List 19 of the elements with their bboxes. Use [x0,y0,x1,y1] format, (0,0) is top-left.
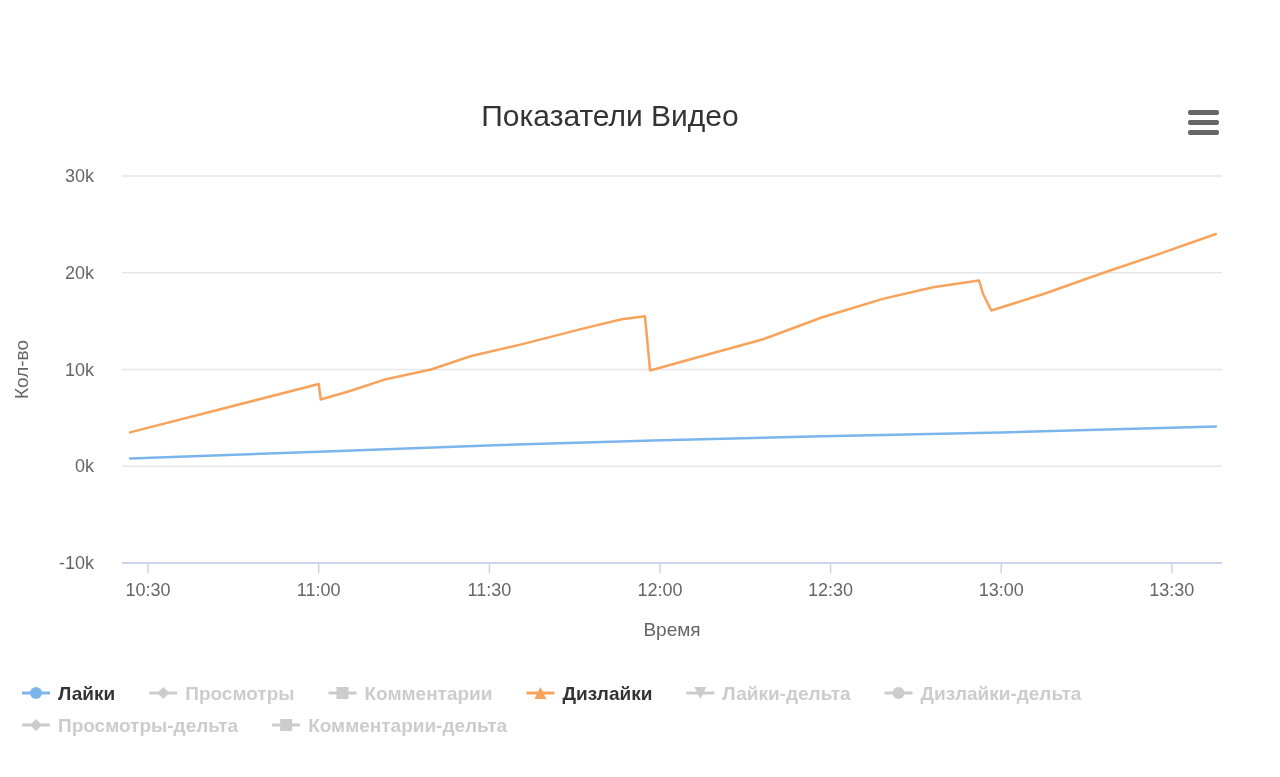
x-tick-label: 11:00 [296,580,341,600]
legend-label: Лайки [58,683,116,704]
y-tick-label: 10k [64,359,95,380]
line-series [128,232,1218,434]
y-axis-title: Кол-во [11,339,32,400]
x-tick-label: 13:30 [1149,580,1195,600]
y-tick-label: 30k [64,166,95,186]
y-tick-label: 0k [74,456,95,477]
x-axis-title: Время [643,619,701,640]
x-tick-label: 12:30 [808,580,854,600]
x-tick-label: 13:00 [978,580,1024,600]
chart-title: Показатели Видео [481,99,739,132]
x-tick-label: 12:00 [637,580,683,600]
x-tick-label: 10:30 [125,580,171,600]
legend-label: Дизлайки [562,683,653,704]
x-tick-label: 11:30 [467,580,512,600]
y-tick-label: 20k [64,262,95,283]
line-series [128,425,1218,460]
y-tick-label: -10k [58,553,95,573]
